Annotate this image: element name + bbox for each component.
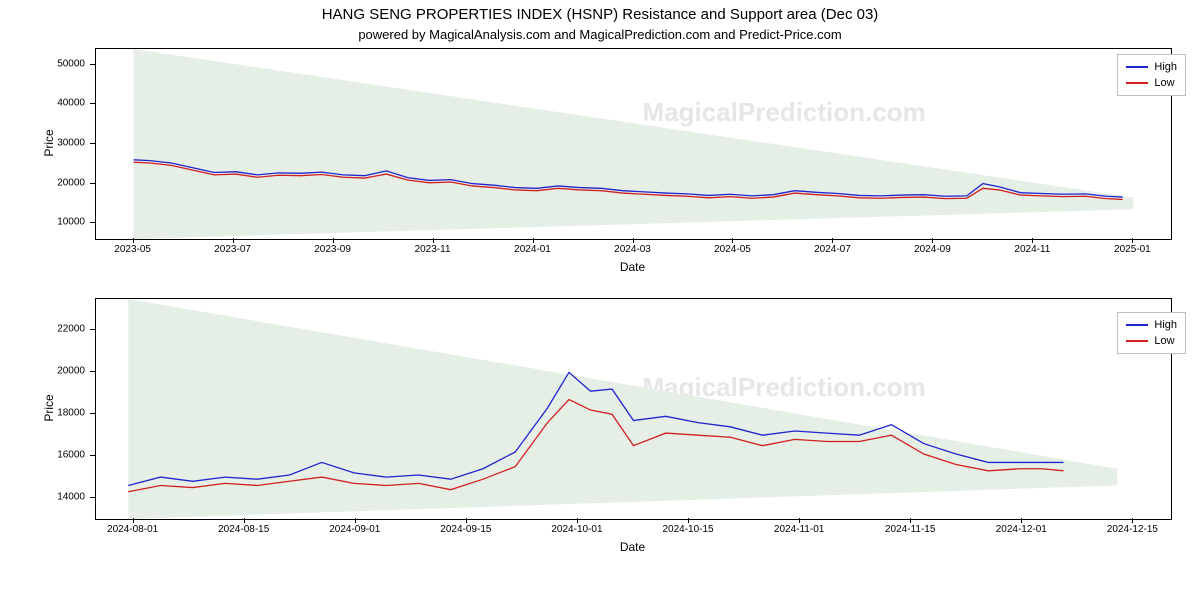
x-tick-mark (355, 518, 356, 523)
x-tick-mark (732, 238, 733, 243)
x-tick-label: 2024-10-15 (662, 524, 713, 535)
x-axis-label: Date (620, 260, 645, 274)
legend-swatch-icon (1126, 82, 1148, 84)
page-subtitle: powered by MagicalAnalysis.com and Magic… (0, 27, 1200, 42)
y-tick-label: 20000 (0, 366, 85, 377)
y-tick-mark (90, 103, 95, 104)
legend-item-high: High (1126, 59, 1177, 75)
y-tick-mark (90, 413, 95, 414)
support-resistance-area (128, 299, 1117, 519)
legend: High Low (1117, 312, 1186, 354)
x-tick-label: 2024-12-01 (996, 524, 1047, 535)
x-tick-mark (910, 518, 911, 523)
legend-label: High (1154, 317, 1177, 333)
x-tick-label: 2024-09-15 (440, 524, 491, 535)
legend-item-high: High (1126, 317, 1177, 333)
bottom-chart: MagicalAnalysis.comMagicalPrediction.com… (0, 288, 1200, 568)
x-tick-label: 2024-07 (814, 244, 851, 255)
x-tick-mark (133, 238, 134, 243)
plot-area: MagicalAnalysis.comMagicalPrediction.com (95, 48, 1172, 240)
x-tick-mark (233, 238, 234, 243)
y-tick-mark (90, 183, 95, 184)
x-tick-mark (466, 518, 467, 523)
x-tick-label: 2024-11-15 (885, 524, 935, 535)
y-tick-mark (90, 497, 95, 498)
y-tick-label: 16000 (0, 450, 85, 461)
x-axis-label: Date (620, 540, 645, 554)
x-tick-mark (799, 518, 800, 523)
x-tick-label: 2024-09-01 (329, 524, 380, 535)
x-tick-mark (633, 238, 634, 243)
legend-swatch-icon (1126, 340, 1148, 342)
x-tick-label: 2024-08-15 (218, 524, 269, 535)
y-tick-label: 50000 (0, 58, 85, 69)
x-tick-label: 2023-05 (114, 244, 151, 255)
y-axis-label: Price (42, 394, 56, 421)
support-resistance-area (134, 49, 1134, 239)
x-tick-mark (1032, 238, 1033, 243)
x-tick-label: 2025-01 (1114, 244, 1151, 255)
page-title: HANG SENG PROPERTIES INDEX (HSNP) Resist… (0, 6, 1200, 23)
y-tick-mark (90, 143, 95, 144)
x-tick-label: 2023-07 (214, 244, 251, 255)
x-tick-label: 2024-11 (1014, 244, 1050, 255)
legend-swatch-icon (1126, 324, 1148, 326)
x-tick-label: 2024-08-01 (107, 524, 158, 535)
x-tick-label: 2024-01 (514, 244, 551, 255)
x-tick-mark (1132, 518, 1133, 523)
legend-label: High (1154, 59, 1177, 75)
legend-swatch-icon (1126, 66, 1148, 68)
x-tick-mark (133, 518, 134, 523)
y-axis-label: Price (42, 129, 56, 156)
y-tick-mark (90, 455, 95, 456)
y-tick-mark (90, 371, 95, 372)
y-tick-mark (90, 64, 95, 65)
x-tick-mark (333, 238, 334, 243)
y-tick-mark (90, 222, 95, 223)
y-tick-label: 40000 (0, 98, 85, 109)
x-tick-label: 2024-12-15 (1107, 524, 1158, 535)
x-tick-mark (577, 518, 578, 523)
legend-label: Low (1154, 333, 1174, 349)
top-chart: MagicalAnalysis.comMagicalPrediction.com… (0, 48, 1200, 288)
legend-item-low: Low (1126, 333, 1177, 349)
plot-area: MagicalAnalysis.comMagicalPrediction.com (95, 298, 1172, 520)
x-tick-mark (1021, 518, 1022, 523)
x-tick-mark (244, 518, 245, 523)
legend-label: Low (1154, 75, 1174, 91)
x-tick-mark (832, 238, 833, 243)
x-tick-label: 2024-05 (714, 244, 751, 255)
x-tick-mark (1132, 238, 1133, 243)
x-tick-mark (433, 238, 434, 243)
legend: High Low (1117, 54, 1186, 96)
x-tick-label: 2023-11 (415, 244, 451, 255)
x-tick-label: 2024-09 (914, 244, 951, 255)
y-tick-label: 20000 (0, 177, 85, 188)
y-tick-mark (90, 329, 95, 330)
legend-item-low: Low (1126, 75, 1177, 91)
y-tick-label: 22000 (0, 324, 85, 335)
x-tick-mark (688, 518, 689, 523)
x-tick-mark (533, 238, 534, 243)
y-tick-label: 10000 (0, 217, 85, 228)
x-tick-label: 2024-10-01 (551, 524, 602, 535)
x-tick-mark (932, 238, 933, 243)
y-tick-label: 14000 (0, 492, 85, 503)
x-tick-label: 2024-11-01 (774, 524, 824, 535)
x-tick-label: 2023-09 (314, 244, 351, 255)
x-tick-label: 2024-03 (614, 244, 651, 255)
